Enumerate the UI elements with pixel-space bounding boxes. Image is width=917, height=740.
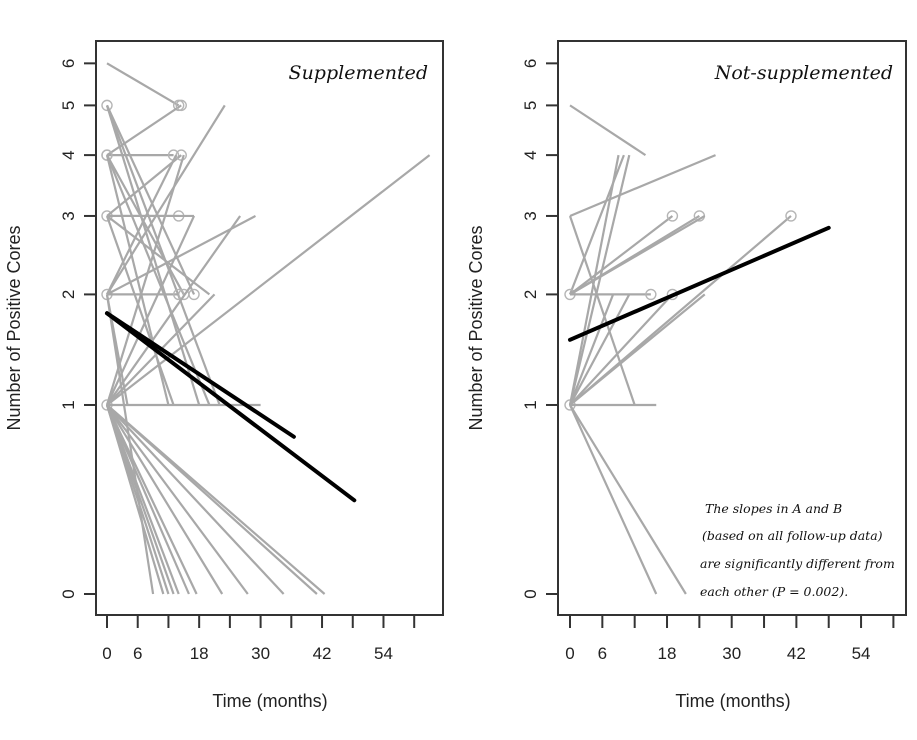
individual-line	[106, 154, 431, 406]
x-tick-label: 30	[722, 644, 741, 663]
data-point-marker	[101, 99, 113, 112]
data-point-marker	[645, 288, 657, 301]
annotation-line: The slopes in A and B	[705, 501, 842, 516]
data-point-marker	[175, 99, 187, 112]
individual-line	[106, 215, 211, 296]
annotation-line: are significantly different from	[700, 556, 895, 571]
panel-supplemented: 0 1 2 3 4 5 6 0 6 18 30 42 54 Supplemented Time (mo…	[4, 40, 444, 711]
individual-line	[106, 215, 196, 406]
individual-line	[105, 404, 180, 595]
annotation: The slopes in A and B (based on all foll…	[700, 501, 895, 599]
individual-line	[105, 154, 211, 406]
data-point-marker	[666, 210, 679, 222]
y-tick-label: 5	[521, 101, 540, 110]
individual-line	[106, 404, 249, 595]
x-tick-label: 18	[658, 644, 677, 663]
individual-line	[569, 215, 674, 296]
individual-line	[106, 154, 178, 295]
individual-line	[568, 154, 620, 406]
y-tick-label: 3	[521, 211, 540, 220]
x-axis-title: Time (months)	[212, 691, 327, 711]
data-point-marker	[785, 210, 797, 222]
y-tick-label: 1	[59, 400, 78, 409]
individual-line	[106, 104, 196, 295]
individual-line	[568, 215, 636, 406]
individual-line	[105, 154, 185, 406]
individual-line	[106, 215, 242, 406]
y-tick-label: 2	[521, 290, 540, 299]
fit-line	[105, 311, 296, 439]
plot-frame	[95, 40, 444, 616]
y-tick-label: 1	[521, 400, 540, 409]
series-layer	[101, 62, 431, 595]
fit-line	[105, 311, 357, 503]
individual-line	[106, 154, 185, 295]
x-tick-label: 42	[313, 644, 332, 663]
x-tick-label: 54	[852, 644, 871, 663]
x-tick-label: 18	[190, 644, 209, 663]
y-tick-label: 3	[59, 211, 78, 220]
individual-line	[569, 293, 631, 406]
individual-line	[569, 404, 687, 595]
x-axis: 0 6 18 30 42 54	[565, 616, 895, 663]
individual-line	[569, 104, 647, 157]
individual-line	[568, 404, 658, 595]
x-tick-label: 54	[374, 644, 393, 663]
x-axis-title: Time (months)	[675, 691, 790, 711]
individual-line	[569, 154, 716, 217]
individual-line	[106, 404, 224, 595]
individual-line	[106, 62, 180, 107]
series-layer	[564, 104, 831, 595]
data-point-marker	[101, 149, 113, 161]
y-axis-title: Number of Positive Cores	[466, 225, 486, 430]
panel-not-supplemented: 0 1 2 3 4 5 6 0 6 18 30 42 54 Not-supplemented Time…	[466, 40, 907, 711]
individual-line	[569, 215, 792, 406]
y-tick-label: 4	[59, 150, 78, 159]
y-tick-label: 0	[521, 589, 540, 598]
y-tick-label: 0	[59, 589, 78, 598]
individual-line	[569, 215, 706, 296]
y-tick-label: 2	[59, 290, 78, 299]
y-tick-label: 4	[521, 150, 540, 159]
y-tick-label: 5	[59, 101, 78, 110]
individual-line	[568, 154, 631, 406]
individual-line	[106, 404, 285, 595]
individual-line	[569, 293, 674, 406]
x-tick-label: 6	[133, 644, 142, 663]
data-point-marker	[178, 288, 190, 301]
y-tick-label: 6	[59, 59, 78, 68]
x-tick-label: 6	[598, 644, 607, 663]
x-tick-label: 30	[251, 644, 270, 663]
x-tick-label: 0	[102, 644, 111, 663]
x-tick-label: 42	[787, 644, 806, 663]
panel-title: Supplemented	[289, 62, 428, 84]
individual-line	[105, 404, 190, 595]
y-axis: 0 1 2 3 4 5 6	[59, 59, 96, 599]
x-axis: 0 6 18 30 42 54	[102, 616, 416, 663]
y-axis-title: Number of Positive Cores	[4, 225, 24, 430]
individual-line	[106, 104, 226, 295]
individual-line	[106, 154, 182, 217]
annotation-line: each other (P = 0.002).	[700, 584, 848, 599]
annotation-line: (based on all follow-up data)	[702, 528, 883, 543]
panel-title: Not-supplemented	[714, 62, 893, 84]
x-tick-label: 0	[565, 644, 574, 663]
plot-frame	[557, 40, 907, 616]
y-axis: 0 1 2 3 4 5 6	[521, 59, 558, 599]
individual-line	[106, 404, 326, 595]
individual-line	[568, 294, 615, 406]
fit-line	[568, 225, 831, 342]
individual-line	[106, 404, 198, 595]
y-tick-label: 6	[521, 59, 540, 68]
individual-line	[105, 215, 175, 406]
individual-line	[106, 214, 256, 296]
